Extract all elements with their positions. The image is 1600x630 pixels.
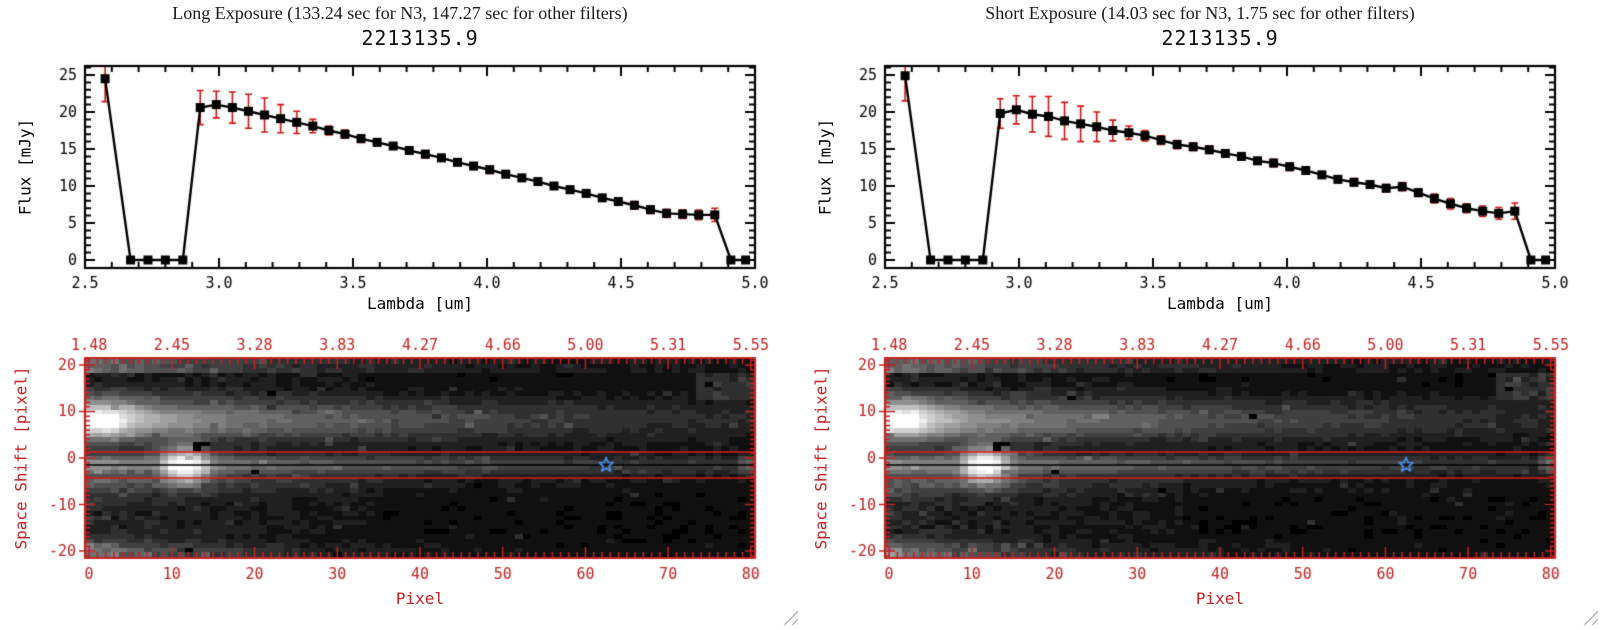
long-exposure-plot-canvas (0, 0, 800, 630)
space-shift-axis-label: Space Shift [pixel] (811, 366, 831, 550)
pixel-axis-label: Pixel (395, 589, 445, 608)
pixel-axis-label: Pixel (1195, 589, 1245, 608)
lambda-axis-label: Lambda [um] (1167, 294, 1273, 313)
lambda-axis-label: Lambda [um] (367, 294, 473, 313)
flux-axis-label: Flux [mJy] (815, 118, 835, 216)
object-id-title: 2213135.9 (1161, 26, 1279, 50)
space-shift-axis-label: Space Shift [pixel] (11, 366, 31, 550)
long-exposure-window: Long Exposure (133.24 sec for N3, 147.27… (0, 0, 800, 630)
short-exposure-plot-canvas (800, 0, 1600, 630)
short-exposure-window: Short Exposure (14.03 sec for N3, 1.75 s… (800, 0, 1600, 630)
window-title-short: Short Exposure (14.03 sec for N3, 1.75 s… (985, 3, 1415, 23)
flux-axis-label: Flux [mJy] (15, 118, 35, 216)
object-id-title: 2213135.9 (361, 26, 479, 50)
window-title-long: Long Exposure (133.24 sec for N3, 147.27… (172, 3, 628, 23)
